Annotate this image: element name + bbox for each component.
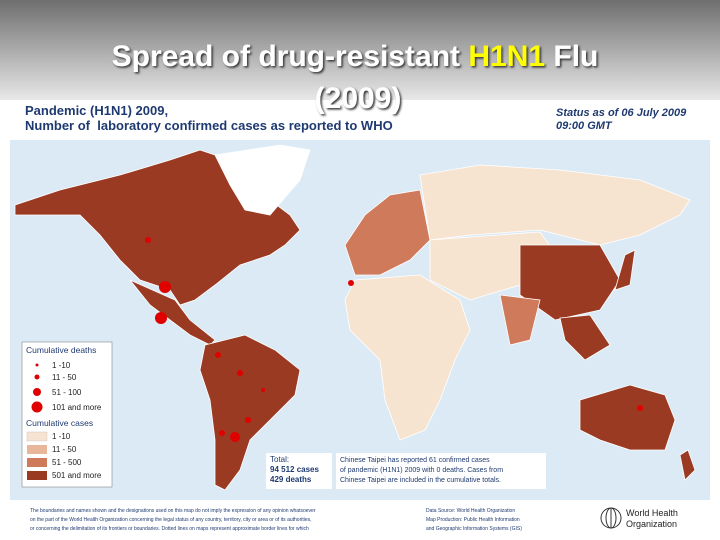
legend-title: Cumulative deaths	[26, 345, 96, 355]
who-logo	[600, 507, 622, 529]
death-dot	[215, 352, 221, 358]
source: Data Source: World Health Organization	[426, 508, 515, 514]
organization: World Health	[626, 508, 678, 518]
footer	[10, 500, 710, 540]
organization: Organization	[626, 519, 677, 529]
china	[519, 244, 621, 321]
disclaimer: on the part of the World Health Organiza…	[30, 517, 312, 523]
death-dot	[348, 280, 354, 286]
legend-swatch	[35, 363, 39, 367]
legend-label: 1 -10	[52, 361, 71, 370]
note-box	[336, 453, 546, 489]
death-dot	[245, 417, 251, 423]
map-status: 09:00 GMT	[556, 120, 613, 132]
legend-swatch	[33, 388, 41, 396]
death-dot	[237, 370, 243, 376]
total-label: Total:	[270, 455, 289, 464]
legend-swatch	[34, 374, 40, 380]
legend-swatch	[31, 401, 43, 413]
map-status: Status as of 06 July 2009	[556, 107, 687, 119]
title-part: Spread of drug-resistant	[112, 40, 469, 73]
legend-label: 1 -10	[52, 432, 71, 441]
death-dot	[637, 405, 643, 411]
legend-swatch	[27, 458, 47, 467]
note: Chinese Taipei has reported 61 confirmed…	[340, 457, 490, 464]
death-dots	[145, 237, 643, 442]
title-part: H1N1	[468, 40, 545, 73]
legend-label: 501 and more	[52, 471, 102, 480]
russia	[419, 164, 691, 246]
africa	[344, 274, 471, 441]
legend-label: 51 - 500	[52, 458, 82, 467]
north-america	[14, 149, 301, 306]
slide-title: Spread of drug-resistant H1N1 Flu	[112, 40, 599, 73]
map-heading: Pandemic (H1N1) 2009,	[25, 103, 168, 118]
title-band	[0, 0, 720, 100]
legend-swatch	[27, 445, 47, 454]
source: and Geographic Information Systems (GIS)	[426, 526, 522, 532]
note: of pandemic (H1N1) 2009 with 0 deaths. C…	[340, 467, 503, 474]
australia	[579, 384, 676, 451]
disclaimer: or concerning the delimitation of its fr…	[30, 526, 309, 532]
map-heading: Number of laboratory confirmed cases as …	[25, 118, 393, 133]
southeast-asia	[559, 314, 611, 361]
legend-label: 11 - 50	[52, 445, 77, 454]
legend-title: Cumulative cases	[26, 418, 93, 428]
disclaimer: The boundaries and names shown and the d…	[30, 508, 316, 514]
greenland	[214, 144, 311, 216]
japan	[614, 249, 636, 291]
total-deaths: 429 deaths	[270, 475, 312, 484]
south-america	[199, 334, 301, 491]
death-dot	[145, 237, 151, 243]
title-part: Flu	[545, 40, 598, 73]
death-dot	[219, 430, 225, 436]
india	[499, 294, 541, 346]
legend-label: 101 and more	[52, 403, 102, 412]
legend-swatch	[27, 471, 47, 480]
death-dot	[261, 388, 265, 392]
legend: Cumulative deaths 1 -10 11 - 50 51 - 100…	[21, 341, 113, 488]
total-box	[266, 453, 332, 489]
legend-label: 11 - 50	[52, 373, 77, 382]
death-dot	[155, 312, 167, 324]
map-header	[10, 100, 710, 138]
legend-swatch	[26, 431, 48, 442]
note: Chinese Taipei are included in the cumul…	[340, 477, 501, 484]
death-dot	[159, 281, 171, 293]
legend-label: 51 - 100	[52, 388, 82, 397]
source: Map Production: Public Health Informatio…	[426, 517, 520, 523]
continents	[14, 144, 696, 491]
slide-title: (2009)	[315, 82, 402, 115]
new-zealand	[679, 449, 696, 481]
total-cases: 94 512 cases	[270, 465, 319, 474]
death-dot	[230, 432, 240, 442]
